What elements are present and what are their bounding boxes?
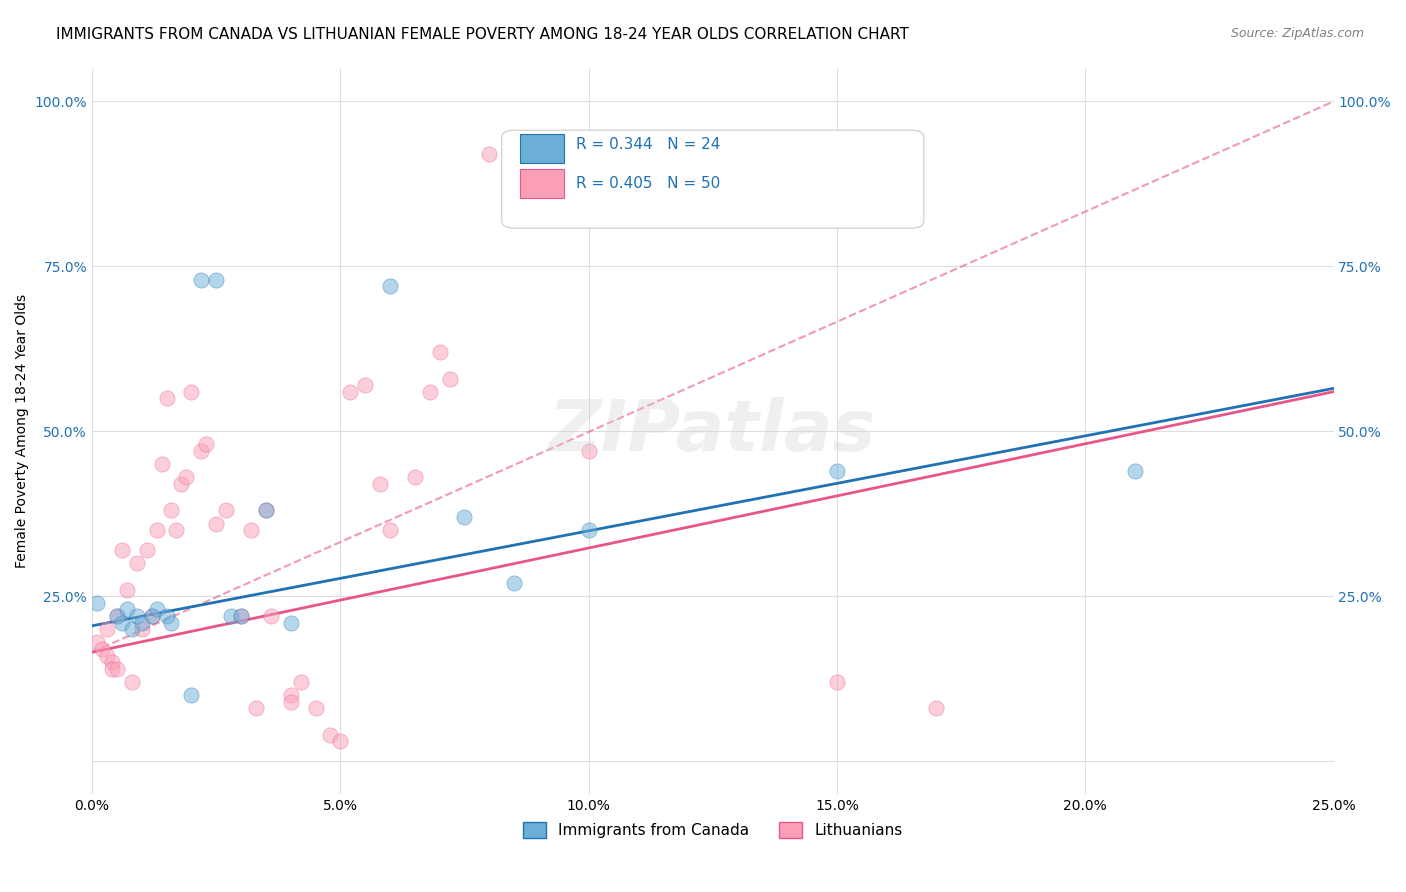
Text: ZIPatlas: ZIPatlas [550,397,876,466]
Point [135,543,157,558]
Point [280,695,302,709]
Point [429,345,451,359]
Point [245,701,267,715]
Point [125,609,148,624]
Point [378,279,401,293]
Point [825,674,848,689]
Point [155,609,177,624]
Point [101,662,124,676]
Point [215,503,238,517]
Point [419,384,441,399]
Point [329,734,352,748]
Point [280,688,302,702]
Point [260,609,283,624]
Point [101,655,124,669]
Point [254,503,277,517]
Point [141,609,163,624]
Point [339,384,361,399]
Point [170,477,193,491]
Point [91,641,114,656]
Legend: Immigrants from Canada, Lithuanians: Immigrants from Canada, Lithuanians [516,816,910,845]
Y-axis label: Female Poverty Among 18-24 Year Olds: Female Poverty Among 18-24 Year Olds [15,294,30,568]
Point [205,272,228,286]
FancyBboxPatch shape [520,169,564,198]
Point [111,615,134,630]
Point [145,523,167,537]
Point [354,378,377,392]
Point [578,444,600,458]
Point [304,701,326,715]
Point [229,609,252,624]
FancyBboxPatch shape [502,130,924,228]
Point [205,516,228,531]
Point [150,457,173,471]
Point [378,523,401,537]
Point [131,622,153,636]
Point [503,576,526,591]
Point [190,444,212,458]
Point [121,622,143,636]
Point [254,503,277,517]
Point [180,384,202,399]
Point [166,523,188,537]
Point [145,602,167,616]
Point [115,602,138,616]
Point [290,674,312,689]
Point [368,477,391,491]
Point [96,622,118,636]
Point [190,272,212,286]
Point [280,615,302,630]
Point [105,662,128,676]
Point [239,523,262,537]
Point [105,609,128,624]
Point [195,437,218,451]
Point [219,609,242,624]
Point [478,147,501,161]
Point [180,688,202,702]
Point [176,470,198,484]
Point [115,582,138,597]
Point [125,556,148,570]
Point [131,615,153,630]
Point [155,392,177,406]
Point [105,609,128,624]
Point [578,523,600,537]
Point [86,596,108,610]
Point [141,609,163,624]
Point [111,543,134,558]
Point [229,609,252,624]
Point [160,503,183,517]
Point [825,464,848,478]
Text: R = 0.405   N = 50: R = 0.405 N = 50 [576,176,720,191]
Point [121,674,143,689]
Point [96,648,118,663]
Point [404,470,426,484]
Point [86,635,108,649]
Text: R = 0.344   N = 24: R = 0.344 N = 24 [576,137,721,153]
Text: IMMIGRANTS FROM CANADA VS LITHUANIAN FEMALE POVERTY AMONG 18-24 YEAR OLDS CORREL: IMMIGRANTS FROM CANADA VS LITHUANIAN FEM… [56,27,910,42]
Text: Source: ZipAtlas.com: Source: ZipAtlas.com [1230,27,1364,40]
Point [160,615,183,630]
Point [1123,464,1146,478]
FancyBboxPatch shape [520,134,564,163]
Point [453,510,475,524]
Point [925,701,948,715]
Point [319,728,342,742]
Point [439,371,461,385]
